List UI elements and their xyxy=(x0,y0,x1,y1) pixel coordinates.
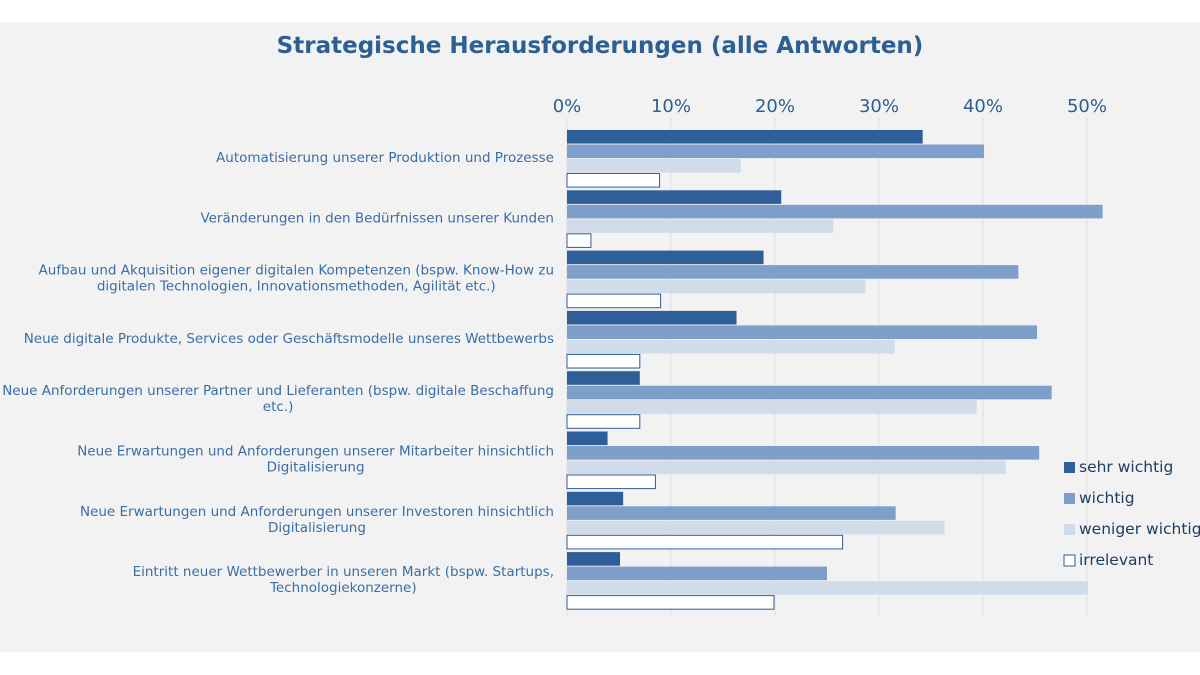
bar-sehr-wichtig xyxy=(567,371,640,385)
legend-swatch xyxy=(1063,554,1076,567)
x-tick-label: 0% xyxy=(553,96,582,117)
bar-sehr-wichtig xyxy=(567,190,782,204)
bar-weniger-wichtig xyxy=(567,219,834,233)
bar-wichtig xyxy=(567,446,1040,460)
x-tick-label: 30% xyxy=(859,96,899,117)
bar-wichtig xyxy=(567,204,1103,219)
bar-sehr-wichtig xyxy=(567,552,621,566)
legend-swatch xyxy=(1064,524,1075,535)
legend: sehr wichtig wichtig weniger wichtig irrele… xyxy=(1063,458,1200,569)
chart: Strategische Herausforderungen (alle Ant… xyxy=(2,33,1200,617)
legend-label: wichtig xyxy=(1079,489,1135,507)
x-tick-label: 50% xyxy=(1067,96,1107,117)
bar-weniger-wichtig xyxy=(567,581,1089,595)
category-label: Digitalisierung xyxy=(268,520,366,536)
bar-weniger-wichtig xyxy=(567,460,1006,475)
bar-sehr-wichtig xyxy=(567,250,764,265)
legend-swatch xyxy=(1064,462,1075,473)
x-tick-label: 10% xyxy=(651,96,691,117)
legend-label: weniger wichtig xyxy=(1079,520,1200,538)
category-label: digitalen Technologien, Innovationsmetho… xyxy=(97,279,496,295)
bar-irrelevant xyxy=(566,173,661,188)
category-label: Neue Erwartungen und Anforderungen unser… xyxy=(77,444,554,460)
legend-label: sehr wichtig xyxy=(1079,458,1173,476)
x-tick-label: 20% xyxy=(755,96,795,117)
category-label: Eintritt neuer Wettbewerber in unseren M… xyxy=(133,564,554,580)
bar-weniger-wichtig xyxy=(567,339,895,354)
category-label: Neue digitale Produkte, Services oder Ge… xyxy=(24,331,554,347)
bar-sehr-wichtig xyxy=(567,310,737,325)
bar-weniger-wichtig xyxy=(567,159,741,173)
bar-irrelevant xyxy=(566,595,775,610)
legend-label: irrelevant xyxy=(1079,551,1153,569)
bar-weniger-wichtig xyxy=(567,279,866,294)
bar-wichtig xyxy=(567,385,1052,400)
bar-irrelevant xyxy=(566,534,844,550)
bar-sehr-wichtig xyxy=(567,431,608,446)
bar-irrelevant xyxy=(566,474,656,490)
bar-weniger-wichtig xyxy=(567,520,945,535)
bar-wichtig xyxy=(567,566,827,581)
bar-sehr-wichtig xyxy=(567,491,624,506)
bar-irrelevant xyxy=(566,414,641,429)
category-labels: Automatisierung unserer Produktion und P… xyxy=(2,150,554,596)
category-label: Aufbau und Akquisition eigener digitalen… xyxy=(39,263,554,279)
bars xyxy=(566,130,1103,610)
chart-frame: Strategische Herausforderungen (alle Ant… xyxy=(0,22,1200,652)
bar-wichtig xyxy=(567,506,896,520)
chart-title: Strategische Herausforderungen (alle Ant… xyxy=(277,33,924,59)
category-label: Veränderungen in den Bedürfnissen unsere… xyxy=(200,210,554,226)
bar-weniger-wichtig xyxy=(567,400,977,414)
x-tick-label: 40% xyxy=(963,96,1003,117)
bar-sehr-wichtig xyxy=(567,130,923,144)
category-label: Automatisierung unserer Produktion und P… xyxy=(216,150,554,166)
bar-wichtig xyxy=(567,144,985,159)
legend-swatch xyxy=(1064,493,1075,504)
bar-irrelevant xyxy=(566,353,641,369)
x-axis-ticks: 0% 10% 20% 30% 40% 50% xyxy=(553,96,1107,117)
bar-wichtig xyxy=(567,325,1038,339)
bar-irrelevant xyxy=(566,233,592,248)
bar-irrelevant xyxy=(566,293,662,309)
category-label: Neue Anforderungen unserer Partner und L… xyxy=(2,383,554,399)
category-label: etc.) xyxy=(263,399,294,415)
category-label: Digitalisierung xyxy=(267,460,365,476)
category-label: Neue Erwartungen und Anforderungen unser… xyxy=(80,504,554,520)
bar-wichtig xyxy=(567,265,1019,279)
category-label: Technologiekonzerne) xyxy=(269,580,417,596)
